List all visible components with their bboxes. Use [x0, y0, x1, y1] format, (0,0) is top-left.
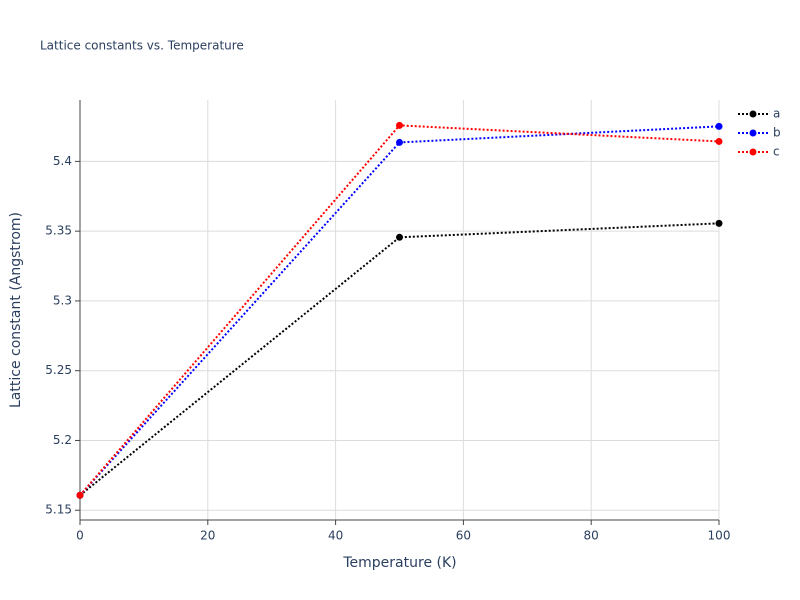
y-axis-label: Lattice constant (Angstrom) — [8, 212, 24, 408]
series-line — [79, 124, 720, 496]
legend-label: b — [773, 126, 781, 140]
y-tick-label: 5.2 — [53, 433, 72, 447]
legend-label: c — [773, 145, 780, 159]
x-axis-label: Temperature (K) — [342, 555, 456, 571]
legend-marker — [749, 148, 757, 156]
point — [76, 491, 84, 499]
series-line — [79, 222, 720, 497]
x-tick-label: 100 — [708, 529, 731, 543]
y-tick-label: 5.3 — [53, 293, 72, 307]
point — [396, 121, 403, 129]
y-tick-label: 5.15 — [45, 503, 72, 517]
x-tick-label: 80 — [584, 529, 599, 543]
chart-title: Lattice constants vs. Temperature — [40, 39, 244, 53]
series-line — [79, 125, 720, 496]
x-tick-label: 0 — [76, 529, 84, 543]
y-tick-label: 5.4 — [53, 154, 72, 168]
point — [396, 233, 403, 241]
x-tick-label: 60 — [456, 529, 471, 543]
y-tick-label: 5.35 — [45, 224, 72, 238]
legend-marker — [749, 129, 757, 137]
point — [396, 138, 403, 146]
legend-marker — [749, 110, 757, 118]
legend-label: a — [773, 107, 780, 121]
point — [715, 122, 723, 130]
x-tick-label: 20 — [200, 529, 215, 543]
x-tick-label: 40 — [328, 529, 343, 543]
point — [715, 137, 723, 145]
point — [715, 219, 723, 227]
y-tick-label: 5.25 — [45, 363, 72, 377]
